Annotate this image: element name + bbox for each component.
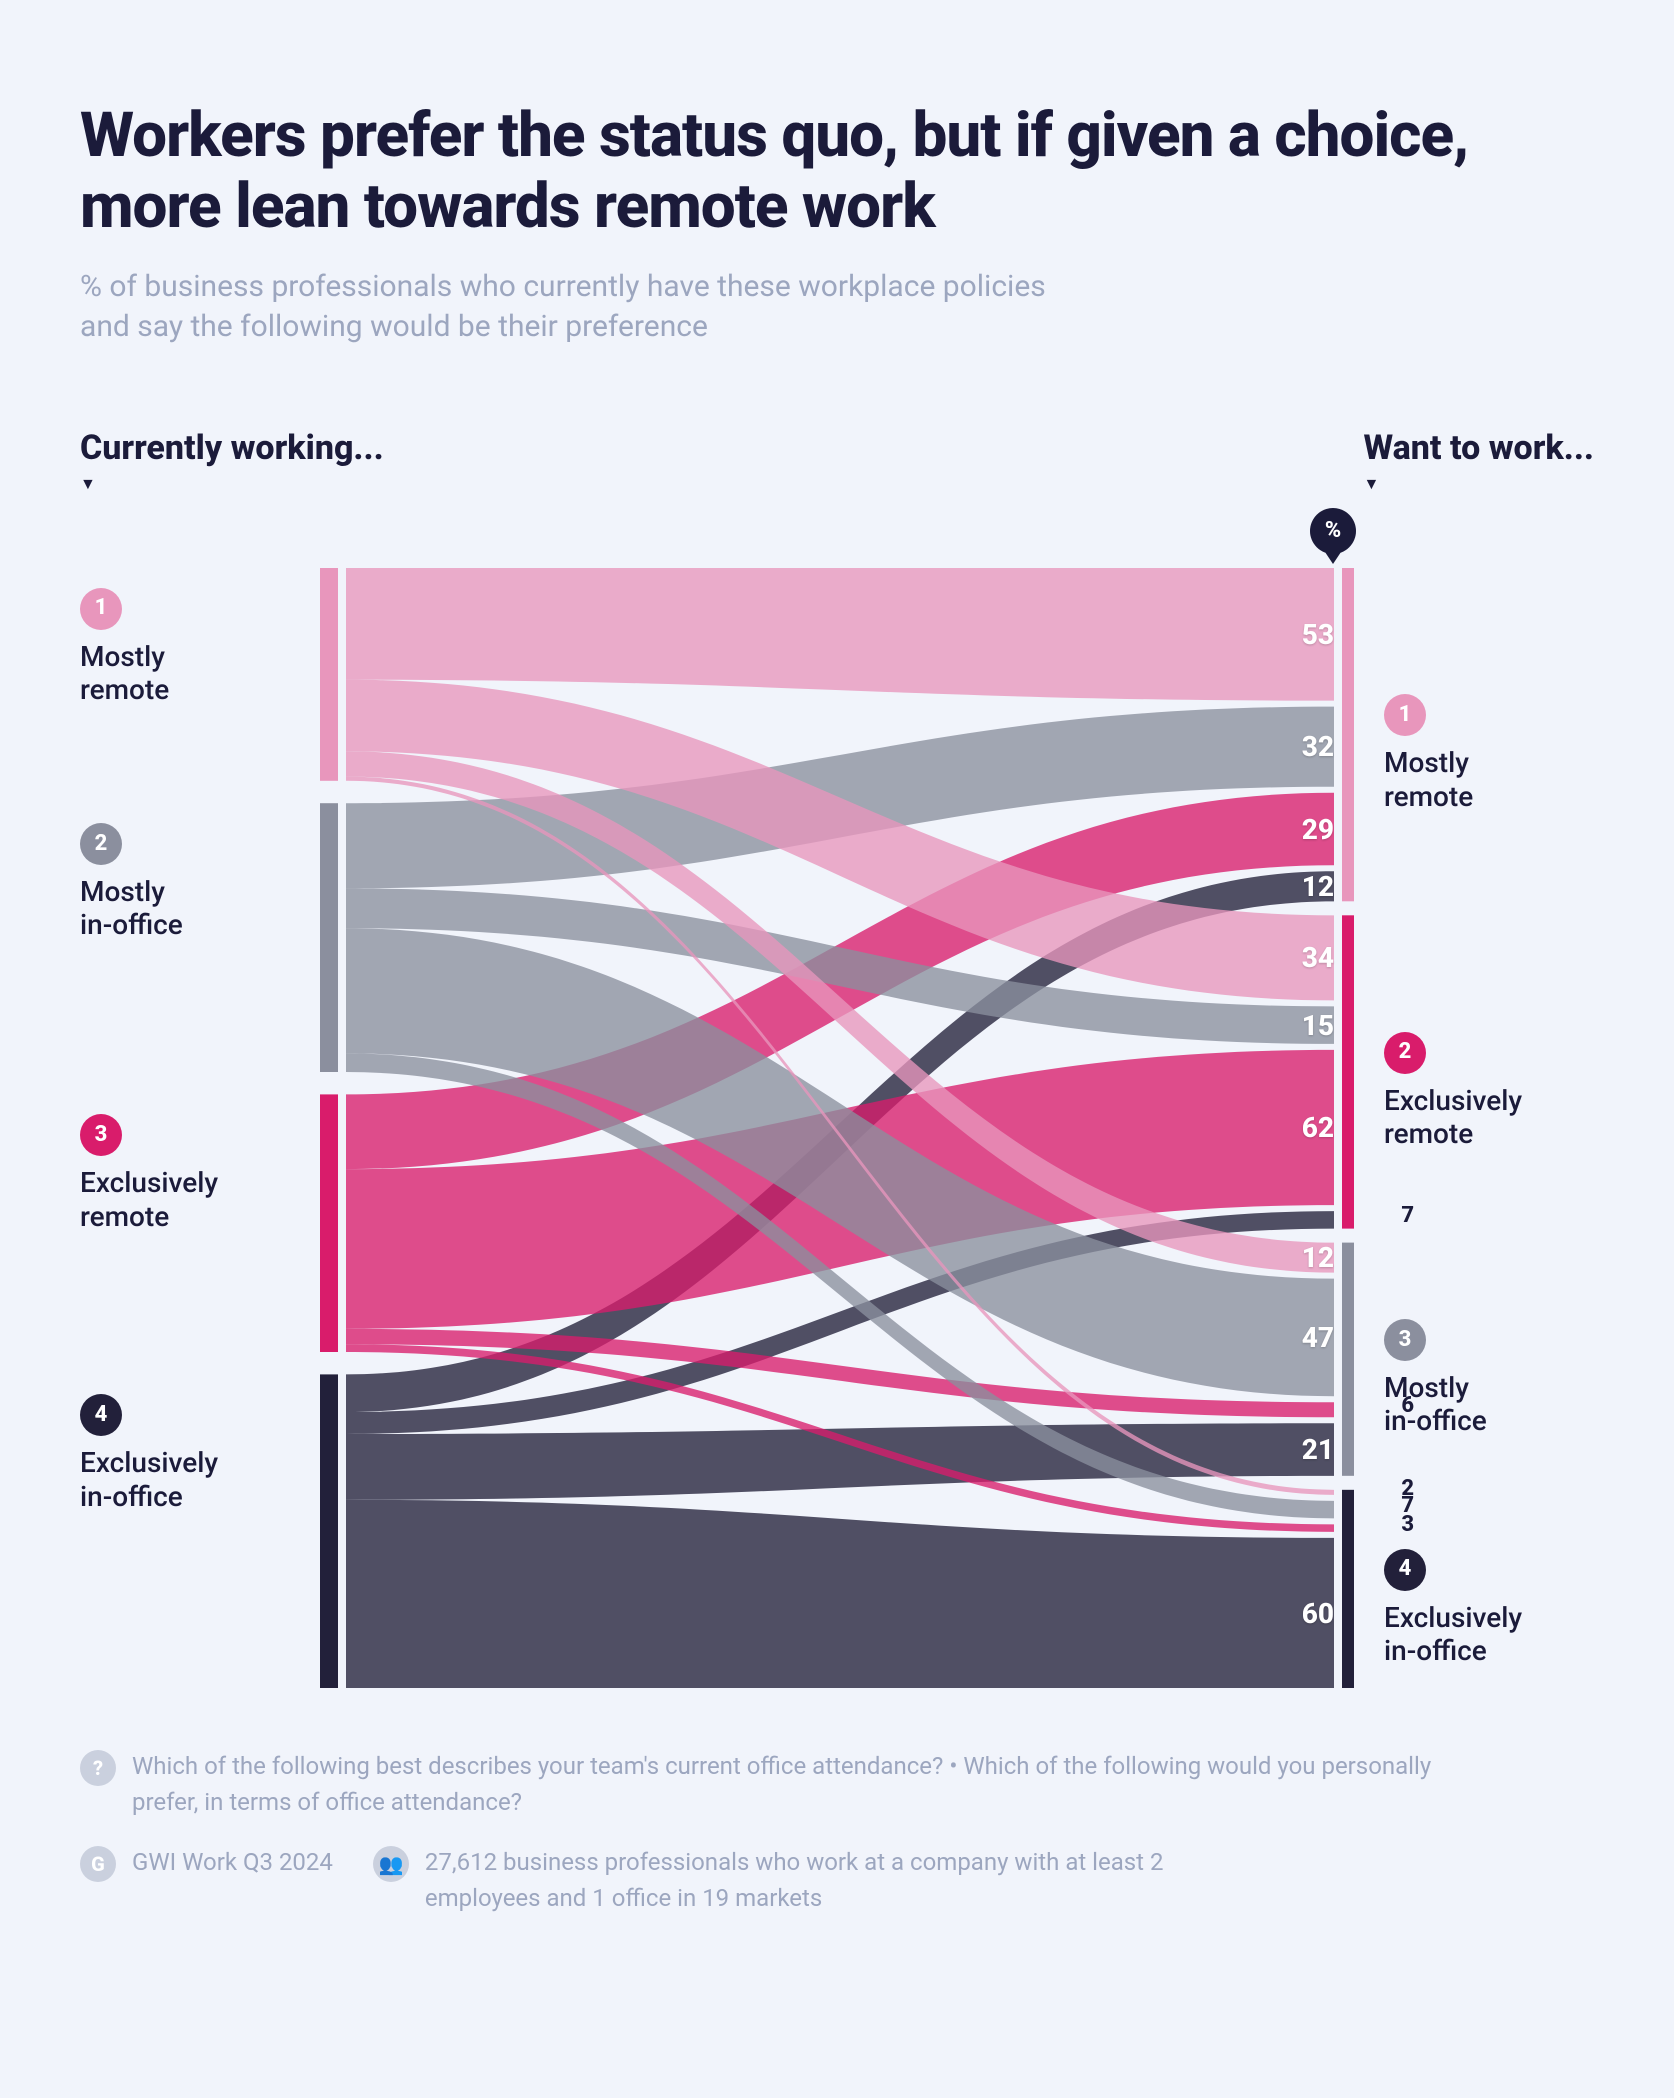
target-category: 2 Exclusivelyremote (1384, 1032, 1522, 1151)
sankey-chart: % 1 Mostlyremote 2 Mostlyin-office 3 Exclusiv… (80, 508, 1594, 1688)
category-label: Exclusivelyin-office (80, 1446, 218, 1513)
flow-value: 60 (1302, 1597, 1334, 1630)
category-number-badge: 3 (1384, 1319, 1426, 1361)
category-number-badge: 2 (80, 823, 122, 865)
flow-value: 53 (1302, 618, 1334, 651)
source-category: 4 Exclusivelyin-office (80, 1394, 218, 1513)
chart-title: Workers prefer the status quo, but if gi… (80, 100, 1594, 243)
source-category: 1 Mostlyremote (80, 588, 169, 707)
flow-value: 32 (1302, 730, 1334, 763)
footer-source: GWI Work Q3 2024 (132, 1844, 333, 1880)
category-number-badge: 3 (80, 1114, 122, 1156)
flow-value: 3 (1401, 1512, 1414, 1537)
category-number-badge: 1 (80, 588, 122, 630)
question-icon: ? (80, 1750, 116, 1786)
flow-value: 12 (1302, 1241, 1334, 1274)
category-label: Exclusivelyremote (1384, 1084, 1522, 1151)
category-label: Mostlyin-office (1384, 1371, 1487, 1438)
chart-footer: ? Which of the following best describes … (80, 1748, 1594, 1916)
category-number-badge: 4 (1384, 1549, 1426, 1591)
category-number-badge: 2 (1384, 1032, 1426, 1074)
target-category: 4 Exclusivelyin-office (1384, 1549, 1522, 1668)
people-icon: 👥 (373, 1846, 409, 1882)
target-category: 3 Mostlyin-office (1384, 1319, 1487, 1438)
chart-subtitle: % of business professionals who currentl… (80, 267, 1080, 348)
category-label: Exclusivelyin-office (1384, 1601, 1522, 1668)
source-icon: G (80, 1846, 116, 1882)
flow-value: 62 (1302, 1111, 1334, 1144)
category-label: Mostlyremote (80, 640, 169, 707)
footer-sample: 27,612 business professionals who work a… (425, 1844, 1225, 1916)
flow-value: 29 (1302, 813, 1334, 846)
category-number-badge: 1 (1384, 694, 1426, 736)
chevron-down-icon: ▼ (1364, 474, 1594, 494)
flow-value: 12 (1302, 870, 1334, 903)
flow-value: 15 (1302, 1009, 1334, 1042)
left-axis-header: Currently working... ▼ (80, 428, 384, 494)
source-category: 3 Exclusivelyremote (80, 1114, 218, 1233)
source-category: 2 Mostlyin-office (80, 823, 183, 942)
chevron-down-icon: ▼ (80, 474, 384, 494)
flow-value: 47 (1302, 1321, 1334, 1354)
category-number-badge: 4 (80, 1394, 122, 1436)
footer-question: Which of the following best describes yo… (132, 1748, 1492, 1820)
category-label: Mostlyremote (1384, 746, 1473, 813)
target-category: 1 Mostlyremote (1384, 694, 1473, 813)
flow-value: 7 (1401, 1203, 1414, 1228)
percent-badge: % (1310, 508, 1356, 554)
category-label: Exclusivelyremote (80, 1166, 218, 1233)
flow-value: 21 (1302, 1433, 1334, 1466)
right-axis-header: Want to work... ▼ (1364, 428, 1594, 494)
flow-value: 6 (1401, 1393, 1414, 1418)
category-label: Mostlyin-office (80, 875, 183, 942)
flow-value: 34 (1302, 941, 1334, 974)
